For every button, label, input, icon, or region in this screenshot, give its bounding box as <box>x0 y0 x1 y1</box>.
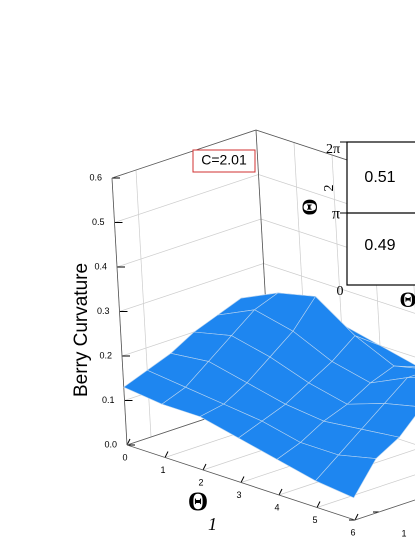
annotation: C=2.01 <box>201 152 247 168</box>
x-tick <box>240 476 245 483</box>
x-axis-label: Θ <box>188 487 208 516</box>
axis-line <box>111 129 257 179</box>
z-axis-label: Berry Curvature <box>71 263 92 397</box>
inset-y-label-sub: 2 <box>322 185 337 192</box>
grid-line <box>316 474 415 508</box>
z-tick-label: 0.5 <box>92 217 105 227</box>
inset: 0.51 0.49 0 π 2π Θ 2 Θ <box>297 141 415 312</box>
x-tick <box>278 488 283 496</box>
z-tick-label: 0.4 <box>94 261 107 271</box>
y-tick-label: 1 <box>401 528 406 537</box>
axis-line <box>111 177 128 446</box>
x-tick-label: 0 <box>122 452 127 462</box>
labels: 0.0 0.1 0.2 0.3 0.4 0.5 0.6 0 1 2 3 4 5 6 0 1 <box>89 172 406 537</box>
inset-y-tick: 2π <box>326 142 340 157</box>
inset-cell: 0.49 <box>364 237 395 254</box>
inset-x-label: Θ <box>399 287 415 312</box>
x-tick-label: 4 <box>274 502 279 512</box>
z-tick-label: 0.1 <box>102 395 115 405</box>
x-tick <box>126 438 131 446</box>
x-tick-label: 6 <box>350 527 355 537</box>
surface <box>123 292 415 499</box>
x-axis-label-sub: 1 <box>208 514 217 534</box>
x-tick-label: 2 <box>198 477 203 487</box>
axes-box <box>111 129 415 521</box>
x-tick <box>202 463 207 471</box>
x-tick <box>316 501 321 508</box>
inset-y-label: Θ <box>297 198 322 215</box>
axis-line <box>126 444 356 521</box>
x-tick <box>354 513 359 521</box>
inset-cell: 0.51 <box>364 169 395 186</box>
x-tick-label: 3 <box>236 490 241 500</box>
surface-cell <box>407 374 415 378</box>
annotation-box <box>192 149 256 173</box>
z-tick-label: 0.0 <box>104 439 117 449</box>
x-tick <box>164 451 169 458</box>
z-tick-label: 0.6 <box>89 172 102 182</box>
x-tick-label: 5 <box>312 515 317 525</box>
inset-y-tick: 0 <box>337 284 344 299</box>
inset-y-tick: π <box>332 206 340 223</box>
axis-line <box>354 499 415 521</box>
surface-cell <box>315 454 377 499</box>
z-tick-label: 0.2 <box>99 350 112 360</box>
x-tick-label: 1 <box>160 465 165 475</box>
z-tick-label: 0.3 <box>97 306 110 316</box>
